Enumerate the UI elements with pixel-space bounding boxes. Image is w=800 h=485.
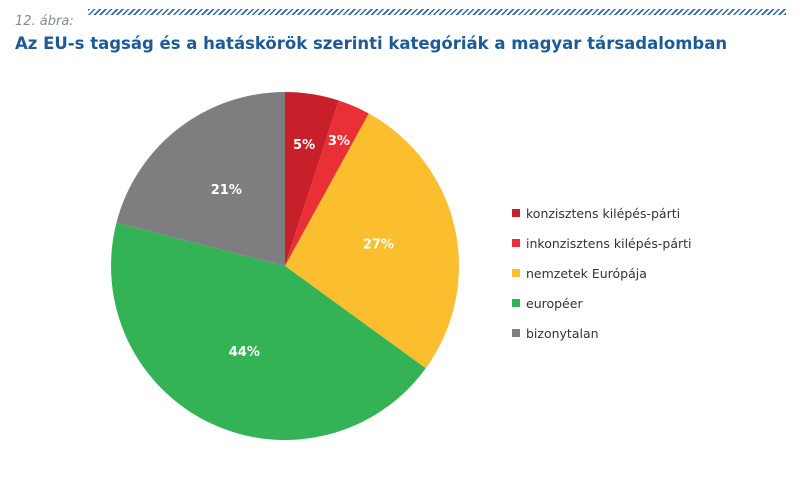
chart-title: Az EU-s tagság és a hatáskörök szerinti …: [15, 34, 728, 53]
data-label-konzisztens-kilepes-parti: 5%: [293, 138, 315, 153]
data-label-europeer: 44%: [229, 345, 260, 360]
pie-slice-nemzetek-europaja: [285, 113, 460, 369]
pie-slices: [111, 92, 460, 440]
data-label-bizonytalan: 21%: [211, 183, 242, 198]
pie-slice-labels: 5% 3% 27% 44% 21%: [211, 134, 394, 360]
pie-slice-europeer: [111, 222, 426, 440]
decorative-hatch-bar: [88, 9, 786, 15]
pie-slice-inkonzisztens-kilepes-parti: [285, 100, 369, 267]
legend-label: européer: [526, 295, 583, 311]
legend-swatch: [512, 329, 520, 337]
legend-label: bizonytalan: [526, 325, 599, 341]
legend-label: inkonzisztens kilépés-párti: [526, 235, 692, 251]
legend-item-nemzetek-europaja: nemzetek Európája: [512, 258, 692, 288]
legend-label: nemzetek Európája: [526, 265, 647, 281]
legend-item-inkonzisztens-kilepes-parti: inkonzisztens kilépés-párti: [512, 228, 692, 258]
legend-item-bizonytalan: bizonytalan: [512, 318, 692, 348]
legend-swatch: [512, 209, 520, 217]
pie-slice-konzisztens-kilepes-parti: [285, 92, 339, 266]
legend-item-europeer: européer: [512, 288, 692, 318]
legend-swatch: [512, 299, 520, 307]
data-label-nemzetek-europaja: 27%: [363, 238, 394, 253]
figure-label: 12. ábra:: [15, 14, 74, 29]
legend-swatch: [512, 239, 520, 247]
data-label-inkonzisztens-kilepes-parti: 3%: [328, 134, 350, 149]
legend-item-konzisztens-kilepes-parti: konzisztens kilépés-párti: [512, 198, 692, 228]
legend-swatch: [512, 269, 520, 277]
legend: konzisztens kilépés-párti inkonzisztens k…: [512, 198, 692, 348]
legend-label: konzisztens kilépés-párti: [526, 205, 681, 221]
pie-slice-bizonytalan: [116, 92, 285, 266]
